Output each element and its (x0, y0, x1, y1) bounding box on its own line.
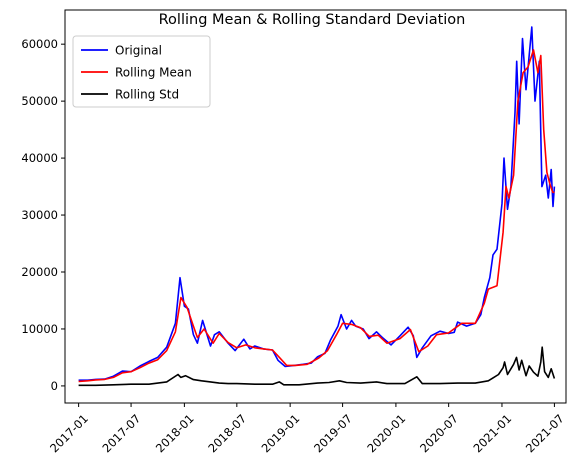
x-tick-label: 2020-07 (417, 411, 461, 455)
chart-title: Rolling Mean & Rolling Standard Deviatio… (159, 12, 466, 28)
legend: Original Rolling Mean Rolling Std (72, 35, 211, 108)
plot-area (64, 9, 567, 404)
x-tick-label: 2019-01 (259, 411, 303, 455)
y-tick-label: 10000 (21, 322, 58, 336)
x-tick-label: 2021-01 (470, 411, 514, 455)
x-tick-label: 2017-07 (100, 411, 144, 455)
series-line-rolling-std (78, 346, 556, 387)
legend-label-rolling-std: Rolling Std (115, 88, 179, 102)
plot-frame (64, 9, 567, 404)
y-tick-label: 50000 (21, 94, 58, 108)
series-line-rolling-mean (78, 49, 555, 383)
legend-label-original: Original (115, 44, 162, 58)
series-layer (78, 26, 556, 387)
y-tick-label: 20000 (21, 265, 58, 279)
legend-label-rolling-mean: Rolling Mean (115, 66, 192, 80)
y-tick-label: 30000 (21, 208, 58, 222)
x-tick-label: 2020-01 (364, 411, 408, 455)
x-tick-label: 2021-07 (523, 411, 567, 455)
y-axis: 0 10000 20000 30000 40000 50000 60000 (21, 37, 65, 393)
legend-box (72, 35, 211, 108)
x-axis: 2017-01 2017-07 2018-01 2018-07 2019-01 2019-… (47, 403, 567, 455)
y-tick-label: 40000 (21, 151, 58, 165)
x-tick-label: 2018-07 (205, 411, 249, 455)
x-tick-label: 2019-07 (311, 411, 355, 455)
x-tick-label: 2018-01 (153, 411, 197, 455)
y-tick-label: 0 (51, 379, 58, 393)
x-tick-label: 2017-01 (47, 411, 91, 455)
y-tick-label: 60000 (21, 37, 58, 51)
